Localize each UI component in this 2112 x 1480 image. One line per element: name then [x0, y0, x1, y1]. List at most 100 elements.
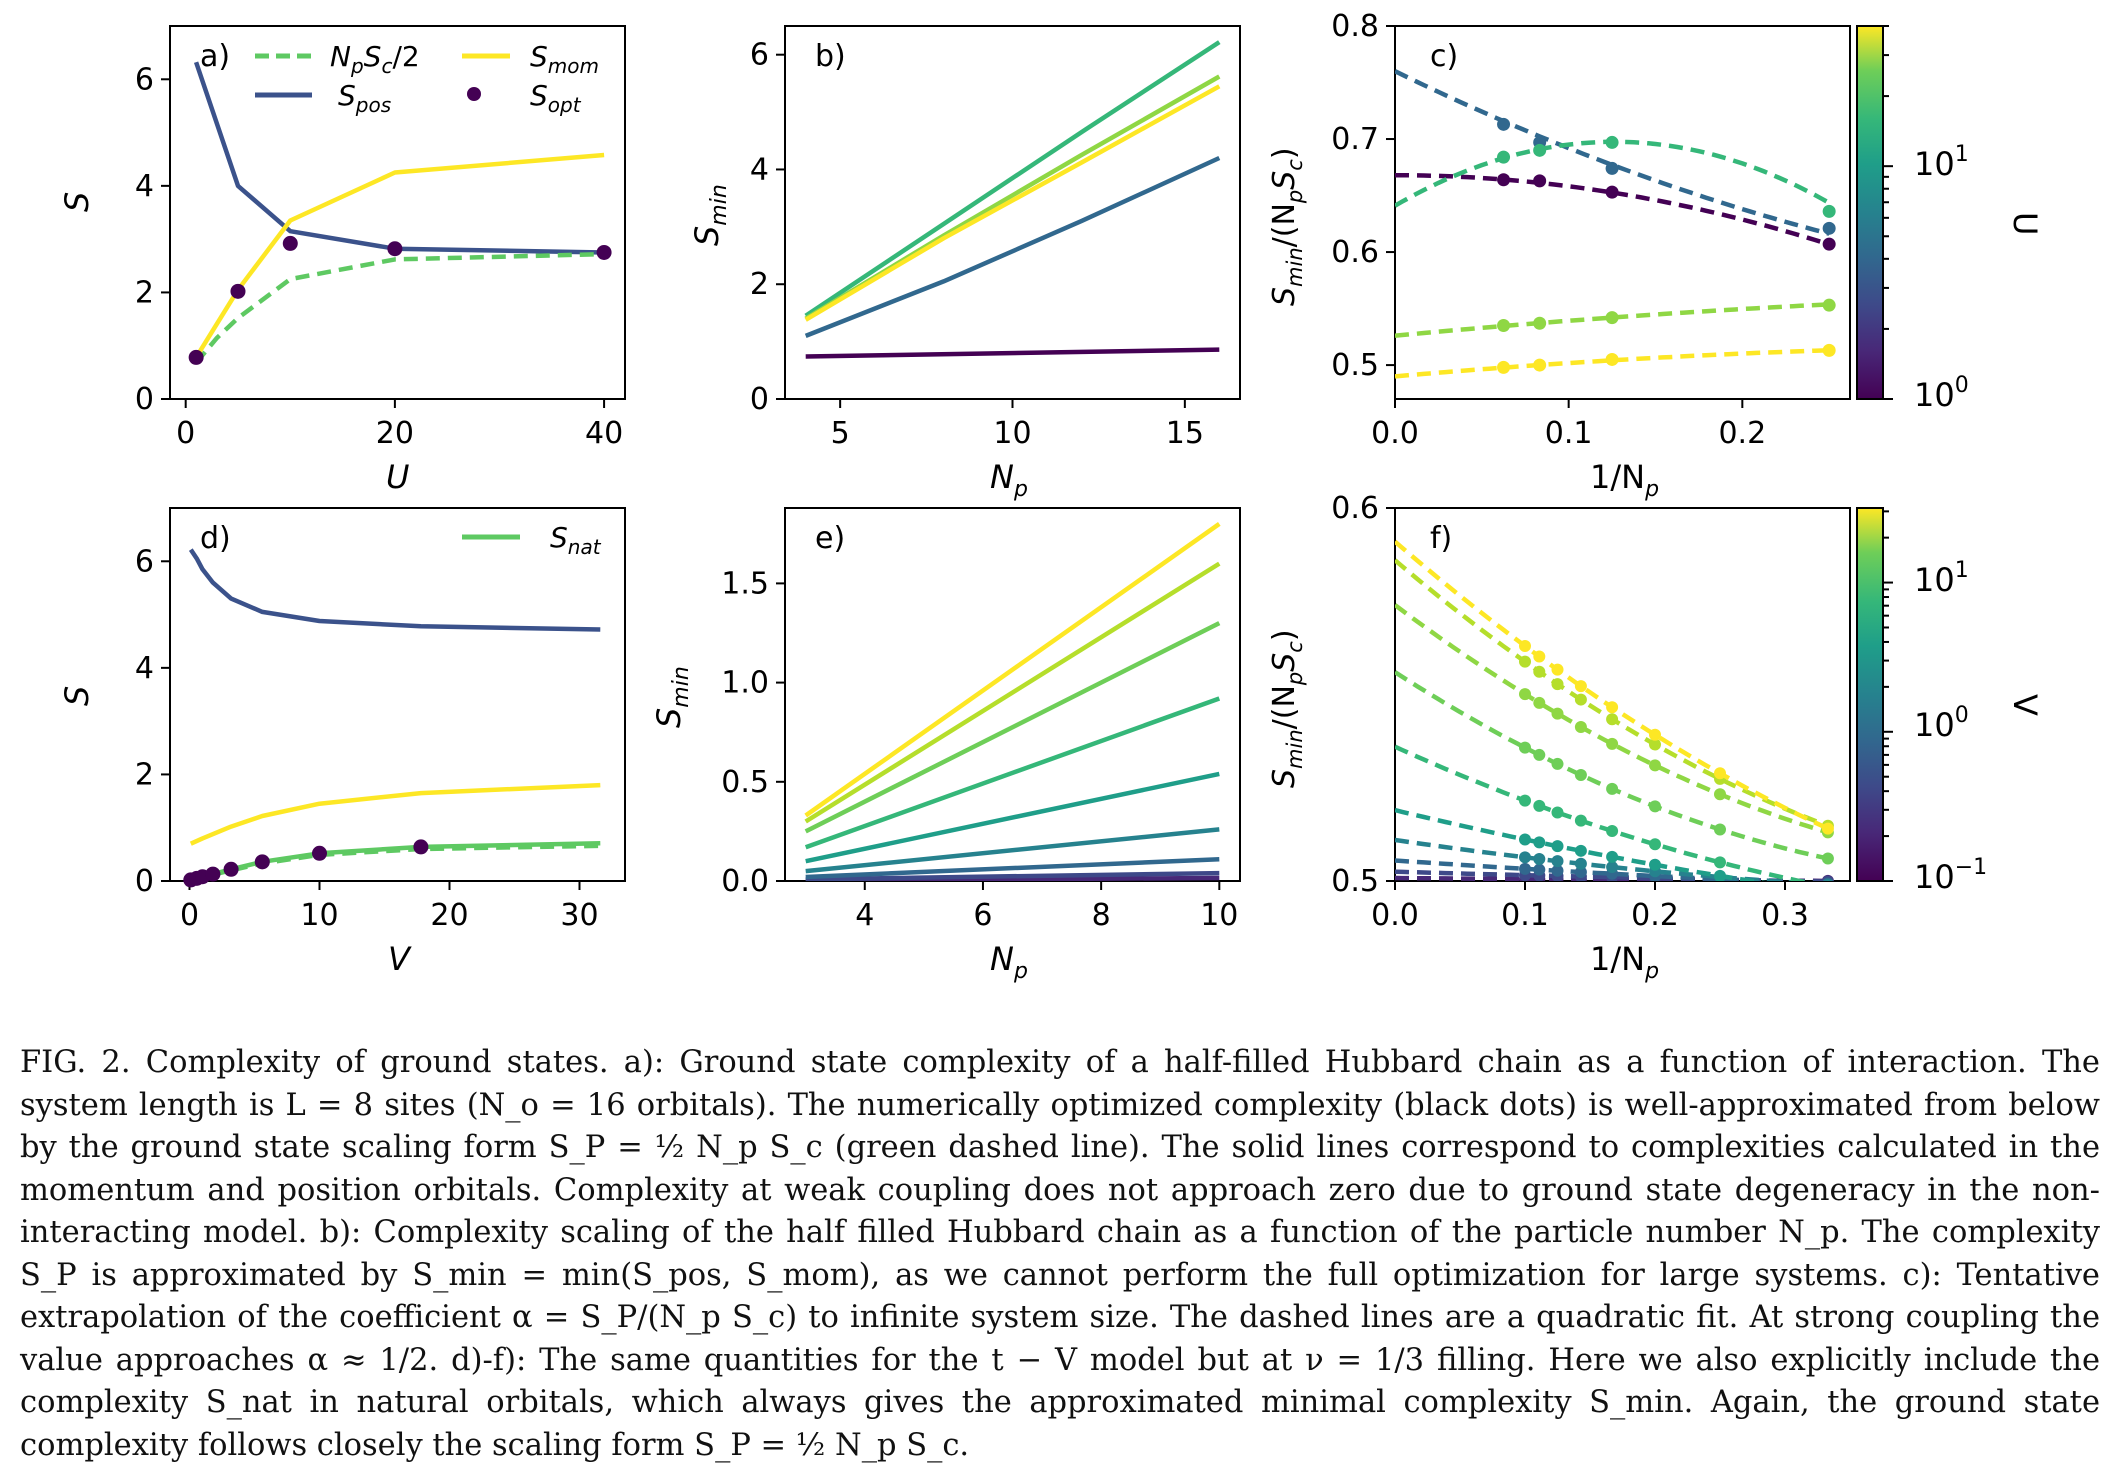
point-U=1 — [1605, 185, 1619, 199]
x-tick-label: 10 — [1200, 898, 1238, 933]
line-V=5.6 — [804, 696, 1221, 850]
fit-U=1 — [1395, 172, 1830, 247]
point-V=0.56 — [1533, 863, 1546, 876]
line-V=31.6 — [804, 522, 1221, 818]
panel-a-label: a) — [200, 39, 230, 74]
line-U=1 — [805, 347, 1220, 359]
panel-b-xlabel: Np — [990, 458, 1028, 502]
panel-a-xlabel: U — [386, 458, 409, 496]
point-U=10 — [1822, 204, 1836, 218]
panel-d-frame — [169, 507, 626, 882]
point-V=3.2 — [1551, 806, 1564, 819]
y-tick-label: 0.6 — [1331, 491, 1379, 526]
panel-a-frame — [169, 25, 626, 400]
point-V=5.6 — [1551, 757, 1564, 770]
point-U=5 — [1605, 161, 1619, 175]
point-U=10 — [1605, 135, 1619, 149]
point-V=1 — [1574, 857, 1587, 870]
point-V=5.6 — [1519, 741, 1531, 754]
point-V=0.56 — [1551, 864, 1564, 877]
x-tick-label: 20 — [376, 416, 414, 451]
y-tick-label: 0.5 — [721, 765, 769, 800]
point-V=5.6 — [1606, 782, 1619, 795]
y-tick-label: 0.8 — [1331, 9, 1379, 44]
y-tick-label: 2 — [135, 757, 154, 792]
legend-sopt-marker — [467, 87, 481, 101]
legend-smom-label: Smom — [530, 40, 599, 78]
panel-d-legend: Snat — [462, 521, 602, 559]
line-V=10 — [804, 621, 1221, 834]
x-tick-label: 0.1 — [1501, 898, 1549, 933]
panel-a-plot: 0 20 40 0 2 4 6 — [135, 61, 623, 451]
point-V=31.6 — [1821, 822, 1834, 835]
sopt-point — [254, 854, 270, 870]
y-tick-label: 6 — [135, 544, 154, 579]
x-tick-label: 0.1 — [1545, 416, 1593, 451]
point-U=1 — [1533, 174, 1547, 188]
y-tick-label: 1.0 — [721, 666, 769, 701]
point-V=5.6 — [1821, 852, 1834, 865]
sopt-point — [312, 845, 327, 861]
panel-e: 4 6 8 10 0.0 0.5 1.0 1.5 e) Smin Np — [650, 507, 1241, 984]
y-tick-label: 6 — [135, 62, 154, 97]
point-V=1.8 — [1551, 840, 1564, 853]
point-V=17.8 — [1649, 738, 1661, 751]
panel-c-plot: 0.0 0.1 0.2 0.5 0.6 0.7 0.8 — [1331, 9, 1836, 451]
y-tick-label: 0.0 — [721, 864, 769, 899]
line-V=0.56 — [805, 870, 1220, 881]
panel-f-colorbar-tick-1: 100 — [1914, 703, 1969, 744]
point-V=1 — [1823, 878, 1833, 881]
line-S_mom — [194, 152, 605, 359]
panel-f-colorbar-tick-10: 101 — [1914, 558, 1969, 599]
y-tick-label: 1.5 — [721, 566, 769, 601]
legend-snat-label: Snat — [550, 521, 602, 559]
y-tick-label: 6 — [750, 38, 769, 73]
point-V=1.8 — [1519, 833, 1531, 846]
fit-V=1 — [1395, 837, 1805, 881]
line-V=1.8 — [805, 827, 1220, 874]
legend-spos-label: Spos — [338, 79, 391, 117]
y-tick-label: 0.6 — [1331, 235, 1379, 270]
panel-e-plot: 4 6 8 10 0.0 0.5 1.0 1.5 — [721, 522, 1238, 933]
point-U=40 — [1533, 358, 1547, 372]
panel-d-label: d) — [200, 521, 231, 556]
x-tick-label: 30 — [560, 898, 598, 933]
x-tick-label: 0.0 — [1371, 416, 1419, 451]
sopt-point — [230, 283, 246, 299]
line-U=5 — [804, 155, 1221, 338]
x-tick-label: 0.0 — [1371, 898, 1419, 933]
point-V=31.6 — [1574, 680, 1587, 693]
point-V=5.6 — [1714, 823, 1726, 836]
panel-f-colorbar-label: V — [2006, 694, 2044, 716]
panel-f-xlabel: 1/Np — [1590, 940, 1659, 984]
point-V=31.6 — [1519, 640, 1531, 653]
point-U=20 — [1822, 298, 1836, 312]
point-U=1 — [1822, 237, 1836, 251]
line-N_pS_c/2 — [194, 251, 605, 365]
point-V=10 — [1574, 720, 1587, 733]
panel-b-label: b) — [815, 39, 846, 74]
point-V=10 — [1533, 696, 1546, 709]
panel-c-xlabel: 1/Np — [1590, 458, 1659, 502]
figure-caption: FIG. 2. Complexity of ground states. a):… — [20, 1042, 2100, 1467]
point-V=5.6 — [1649, 800, 1661, 813]
y-tick-label: 4 — [135, 169, 154, 204]
y-tick-label: 0 — [135, 864, 154, 899]
sopt-point — [223, 861, 239, 877]
panel-a-ylabel: S — [58, 192, 96, 212]
point-U=5 — [1822, 221, 1836, 235]
y-tick-label: 0.7 — [1331, 122, 1379, 157]
point-V=3.2 — [1714, 856, 1726, 869]
point-U=10 — [1533, 143, 1547, 157]
x-tick-label: 0.2 — [1631, 898, 1679, 933]
point-V=1.8 — [1574, 844, 1587, 857]
panel-f-colorbar-ticks — [1883, 510, 1893, 882]
panel-c-label: c) — [1430, 39, 1458, 74]
point-U=20 — [1605, 311, 1619, 325]
panel-b: 5 10 15 0 2 4 6 b) Smin Np — [688, 25, 1241, 502]
x-tick-label: 0 — [180, 898, 199, 933]
x-tick-label: 6 — [973, 898, 992, 933]
legend-sopt-label: Sopt — [530, 79, 582, 117]
point-V=10 — [1519, 688, 1531, 701]
line-V=17.8 — [804, 561, 1221, 824]
